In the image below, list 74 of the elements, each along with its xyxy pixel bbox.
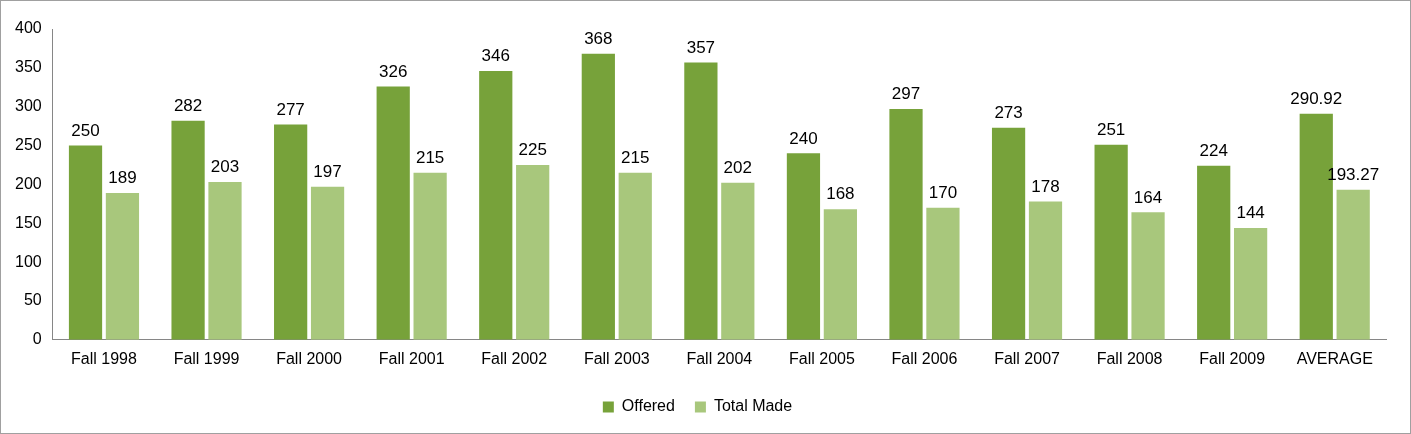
bar [1234,227,1268,340]
data-label: 290.92 [1290,88,1343,108]
bar [581,53,615,340]
y-tick-label: 300 [14,97,42,115]
bar [1028,201,1063,340]
y-tick-label: 200 [14,174,42,192]
data-label: 197 [313,161,342,181]
x-tick-label: Fall 2001 [378,349,445,367]
bar [516,164,550,340]
bar [413,172,447,340]
legend-label: Total Made [713,397,793,415]
x-tick-label: Fall 2008 [1096,349,1163,367]
data-label: 164 [1133,187,1163,207]
data-label: 326 [379,61,408,81]
x-tick-label: Fall 2005 [789,349,855,367]
data-label: 170 [928,182,958,202]
data-label: 297 [891,84,921,104]
bar [889,109,923,340]
y-tick-label: 150 [14,213,42,231]
bar [618,172,652,340]
x-tick-label: Fall 2002 [481,349,548,367]
data-label: 282 [173,95,203,115]
data-label: 225 [518,140,547,160]
bar [1094,144,1128,340]
bar [274,124,308,340]
bar [171,120,205,340]
bar [208,182,242,340]
x-tick-label: Fall 2003 [583,349,650,367]
data-label: 273 [994,102,1023,122]
data-label: 224 [1199,140,1228,160]
bar [926,207,960,340]
x-tick-label: Fall 2009 [1199,349,1266,367]
y-tick-label: 50 [23,291,42,309]
x-tick-label: Fall 1999 [173,349,240,367]
data-label: 189 [108,168,137,188]
bar [68,145,103,340]
data-label: 368 [584,29,613,49]
data-label: 251 [1096,119,1126,139]
data-label: 250 [71,120,100,140]
x-tick-label: Fall 2006 [891,349,958,367]
y-tick-label: 350 [14,58,42,76]
data-label: 144 [1236,203,1265,223]
data-label: 203 [210,157,240,177]
bar [991,127,1026,340]
y-tick-label: 100 [14,252,42,270]
x-tick-label: Fall 2000 [276,349,343,367]
bar [823,209,857,340]
legend-label: Offered [621,397,675,415]
y-tick-label: 0 [32,330,42,348]
data-label: 240 [789,128,818,148]
data-label: 215 [415,147,445,167]
bar [684,62,718,340]
bar [479,70,513,340]
x-tick-label: AVERAGE [1296,349,1373,367]
bar [310,186,345,340]
x-tick-label: Fall 2004 [686,349,753,367]
bar [1197,165,1231,340]
data-label: 178 [1031,176,1060,196]
data-label: 202 [723,158,752,178]
data-label: 357 [686,37,716,57]
bar [721,182,755,340]
data-label: 168 [826,184,855,204]
data-label: 346 [481,46,510,66]
data-label: 215 [621,147,650,167]
y-tick-label: 400 [14,19,42,37]
data-label: 277 [276,99,305,119]
bar [105,192,140,340]
bar [1131,212,1165,340]
x-tick-label: Fall 2007 [994,349,1061,367]
y-tick-label: 250 [14,135,42,153]
bar [376,86,410,340]
x-tick-label: Fall 1998 [71,349,137,367]
bar [1336,189,1370,340]
bar [786,153,821,340]
